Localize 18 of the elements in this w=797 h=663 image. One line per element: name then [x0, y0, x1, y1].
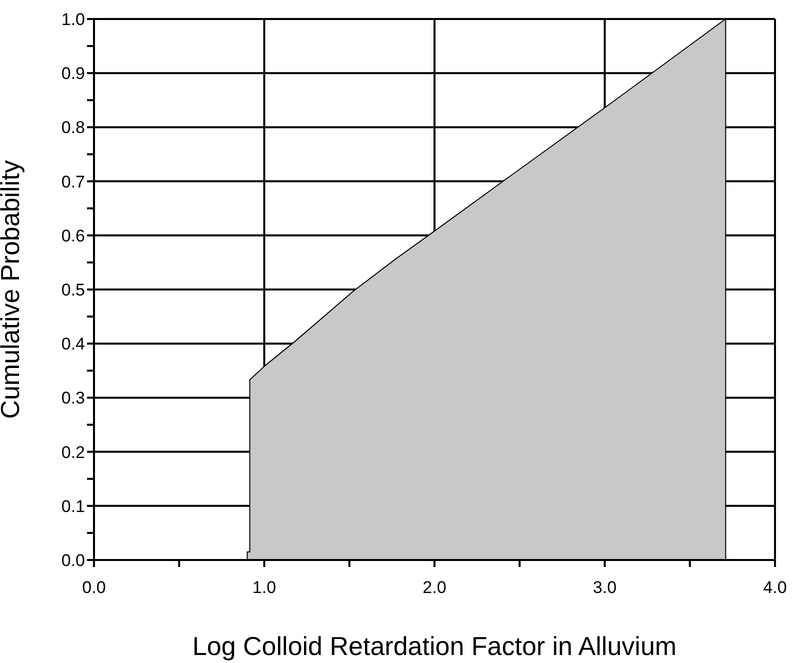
y-tick-label: 0.4	[61, 334, 85, 354]
y-tick-label: 0.3	[61, 388, 85, 408]
y-tick-label: 0.0	[61, 551, 85, 570]
y-tick-label: 0.2	[61, 442, 85, 462]
x-tick-label: 3.0	[592, 578, 617, 598]
y-tick-label: 1.0	[61, 10, 85, 30]
x-tick-label: 4.0	[763, 578, 787, 598]
y-tick-label: 0.1	[61, 496, 85, 516]
y-tick-label: 0.5	[61, 280, 85, 300]
x-axis-title: Log Colloid Retardation Factor in Alluvium	[192, 631, 677, 661]
x-tick-label: 2.0	[422, 578, 446, 598]
y-tick-label: 0.7	[61, 172, 85, 192]
y-tick-label: 0.9	[61, 64, 85, 84]
x-tick-label: 0.0	[82, 578, 106, 598]
y-axis-title: Cumulative Probability	[0, 160, 26, 419]
x-tick-label: 1.0	[252, 578, 276, 598]
y-tick-label: 0.6	[61, 226, 85, 246]
y-tick-label: 0.8	[61, 118, 85, 138]
